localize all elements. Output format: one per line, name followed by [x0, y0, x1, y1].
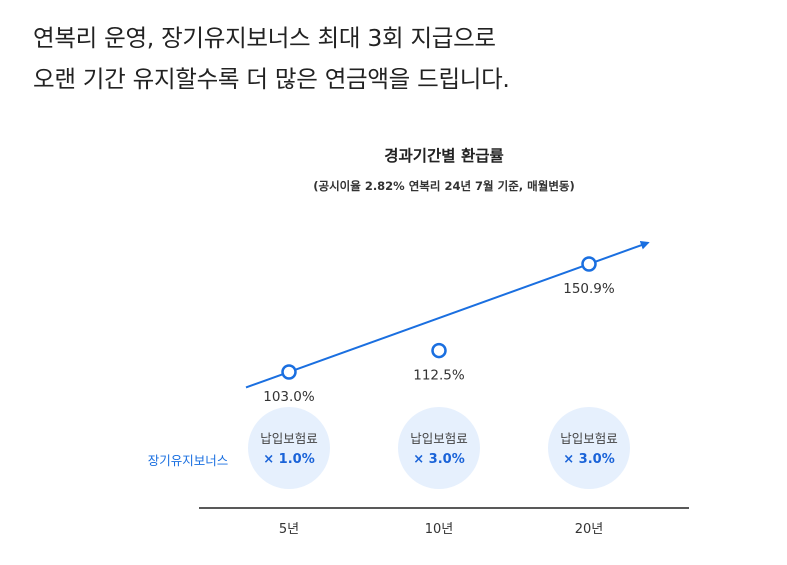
bonus-bubble-title: 납입보험료	[410, 431, 468, 446]
bonus-bubble-title: 납입보험료	[560, 431, 618, 446]
bonus-bubble-title: 납입보험료	[260, 431, 318, 446]
data-point-10년	[431, 342, 447, 359]
data-label: 150.9%	[563, 281, 615, 297]
headline-line-1: 연복리 운영, 장기유지보너스 최대 3회 지급으로	[33, 24, 496, 52]
bonus-bubble	[548, 407, 630, 489]
chart-title: 경과기간별 환급률	[384, 147, 503, 165]
x-tick-label: 5년	[279, 522, 299, 537]
chart-subtitle: (공시이율 2.82% 연복리 24년 7월 기준, 매월변동)	[313, 179, 575, 193]
bonus-bubble	[248, 407, 330, 489]
bonus-bubble-value: × 3.0%	[563, 452, 614, 467]
bonus-bubble-value: × 1.0%	[263, 452, 314, 467]
x-tick-label: 10년	[425, 522, 454, 537]
headline-line-2: 오랜 기간 유지할수록 더 많은 연금액을 드립니다.	[33, 65, 510, 93]
data-label: 112.5%	[413, 368, 465, 384]
bonus-row-label: 장기유지보너스	[148, 453, 229, 468]
data-point-5년	[281, 364, 297, 380]
x-tick-label: 20년	[575, 522, 604, 537]
bonus-bubble	[398, 407, 480, 489]
headline: 연복리 운영, 장기유지보너스 최대 3회 지급으로 오랜 기간 유지할수록 더…	[33, 18, 510, 100]
data-label: 103.0%	[263, 389, 315, 405]
trend-line	[245, 240, 650, 389]
bonus-bubble-value: × 3.0%	[413, 452, 464, 467]
data-point-20년	[581, 256, 597, 272]
